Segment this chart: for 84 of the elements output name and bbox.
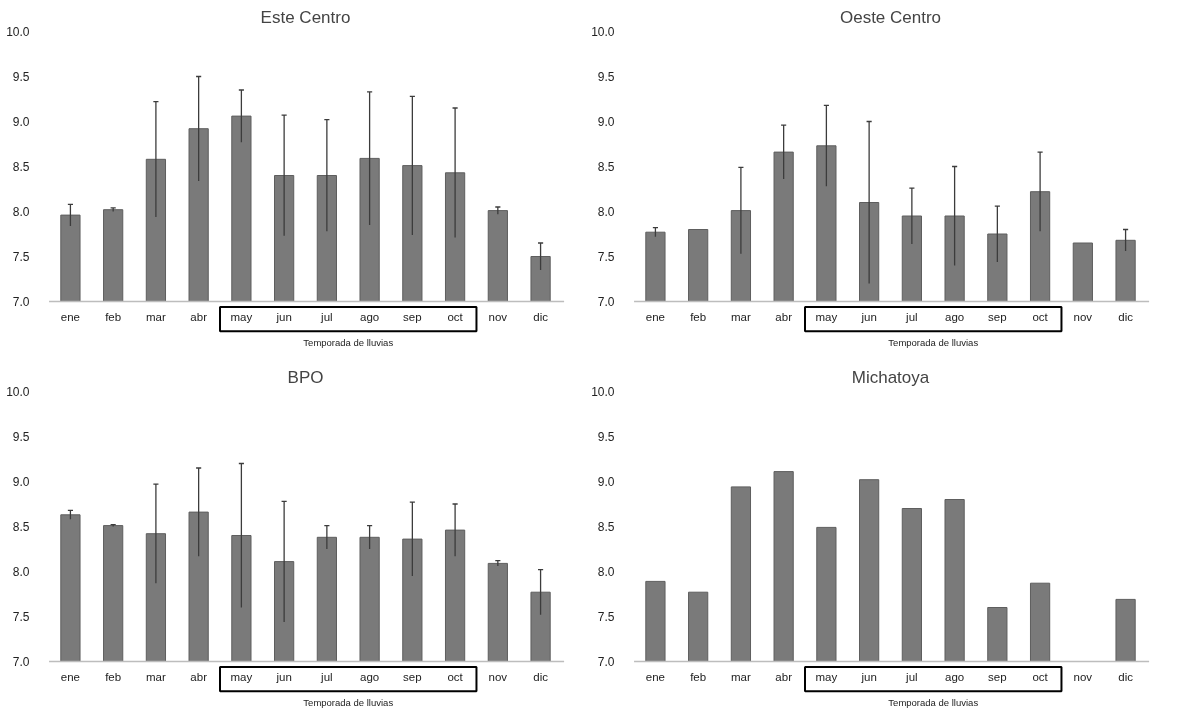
chart-title: Oeste Centro (839, 7, 942, 27)
text: Temporada de lluvias (888, 336, 979, 348)
y-tick-label: 9.0 (12, 475, 30, 489)
x-tick-label: abr (190, 310, 208, 323)
x-tick-label: jul (905, 670, 918, 683)
x-tick-label: nov (488, 310, 508, 323)
x-tick-label: nov (488, 670, 508, 683)
y-tick-label: 8.5 (12, 520, 30, 534)
x-tick-label: nov (1073, 670, 1093, 683)
x-tick-label: feb (105, 670, 122, 683)
x-tick-label: may (230, 670, 253, 683)
text: Temporada de lluvias (303, 336, 394, 348)
x-tick-label: ago (945, 310, 965, 323)
x-tick-label: jul (320, 310, 333, 323)
x-tick-label: sep (988, 310, 1007, 323)
y-tick-label: 7.5 (597, 250, 615, 264)
y-tick-label: 7.0 (597, 655, 615, 669)
x-tick-label: jun (275, 310, 292, 323)
x-tick-label: ago (945, 670, 965, 683)
chart-title: BPO (287, 367, 324, 387)
x-tick-label: dic (1118, 670, 1134, 683)
text: Temporada de lluvias (888, 696, 979, 708)
chart-title: Este Centro (260, 7, 351, 27)
y-tick-label: 9.5 (12, 430, 30, 444)
chart-title: Michatoya (851, 367, 930, 387)
x-tick-label: feb (690, 310, 707, 323)
x-tick-label: oct (447, 310, 464, 323)
x-tick-label: jun (860, 310, 877, 323)
y-tick-label: 9.0 (12, 115, 30, 129)
x-tick-label: ene (60, 310, 81, 323)
x-tick-label: mar (731, 310, 751, 323)
x-tick-label: may (230, 310, 253, 323)
x-tick-label: oct (447, 670, 464, 683)
x-tick-label: ene (645, 670, 666, 683)
x-tick-label: oct (1032, 670, 1049, 683)
y-tick-label: 10.0 (591, 385, 615, 399)
y-tick-label: 10.0 (6, 385, 30, 399)
y-tick-label: 8.5 (597, 160, 615, 174)
x-tick-label: oct (1032, 310, 1049, 323)
x-tick-label: ago (360, 310, 380, 323)
y-tick-label: 9.5 (597, 70, 615, 84)
x-tick-label: nov (1073, 310, 1093, 323)
y-tick-label: 10.0 (6, 25, 30, 39)
x-tick-label: jun (275, 670, 292, 683)
y-tick-label: 8.0 (12, 205, 30, 219)
x-tick-label: sep (988, 670, 1007, 683)
x-tick-label: jul (905, 310, 918, 323)
x-tick-label: dic (533, 310, 549, 323)
y-tick-label: 7.5 (597, 610, 615, 624)
y-tick-label: 7.0 (12, 295, 30, 309)
y-tick-label: 7.0 (12, 655, 30, 669)
y-tick-label: 8.0 (597, 205, 615, 219)
x-tick-label: ago (360, 670, 380, 683)
y-tick-label: 8.5 (597, 520, 615, 534)
y-tick-label: 8.0 (597, 565, 615, 579)
x-tick-label: jun (860, 670, 877, 683)
x-tick-label: sep (403, 670, 422, 683)
text: Temporada de lluvias (303, 696, 394, 708)
y-tick-label: 9.0 (597, 475, 615, 489)
y-tick-label: 7.0 (597, 295, 615, 309)
y-tick-label: 10.0 (591, 25, 615, 39)
x-tick-label: mar (146, 310, 166, 323)
x-tick-label: jul (320, 670, 333, 683)
y-tick-label: 7.5 (12, 250, 30, 264)
x-tick-label: dic (1118, 310, 1134, 323)
x-tick-label: sep (403, 310, 422, 323)
x-tick-label: ene (60, 670, 81, 683)
y-tick-label: 8.5 (12, 160, 30, 174)
x-tick-label: mar (731, 670, 751, 683)
x-tick-label: abr (190, 670, 208, 683)
x-tick-label: may (815, 310, 838, 323)
y-tick-label: 9.0 (597, 115, 615, 129)
x-tick-label: feb (690, 670, 707, 683)
x-tick-label: dic (533, 670, 549, 683)
y-tick-label: 9.5 (12, 70, 30, 84)
x-tick-label: ene (645, 310, 666, 323)
y-tick-label: 7.5 (12, 610, 30, 624)
x-tick-label: abr (775, 310, 793, 323)
x-tick-label: abr (775, 670, 793, 683)
x-tick-label: mar (146, 670, 166, 683)
x-tick-label: feb (105, 310, 122, 323)
y-tick-label: 9.5 (597, 430, 615, 444)
y-tick-label: 8.0 (12, 565, 30, 579)
x-tick-label: may (815, 670, 838, 683)
